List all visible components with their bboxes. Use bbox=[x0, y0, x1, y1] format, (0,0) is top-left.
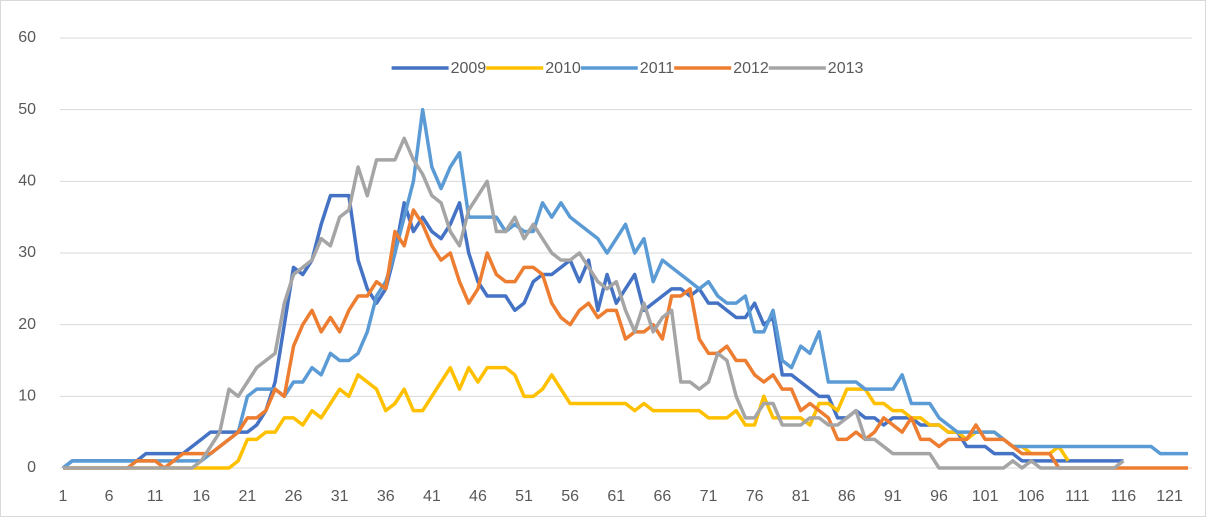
legend-label: 2011 bbox=[640, 60, 675, 77]
y-tick-label: 20 bbox=[18, 316, 36, 333]
x-tick-label: 6 bbox=[105, 488, 114, 505]
x-tick-label: 111 bbox=[1065, 488, 1089, 505]
x-tick-label: 16 bbox=[192, 488, 210, 505]
x-tick-label: 11 bbox=[147, 488, 164, 505]
x-tick-label: 21 bbox=[239, 488, 257, 505]
x-tick-label: 31 bbox=[331, 488, 349, 505]
x-tick-label: 61 bbox=[607, 488, 625, 505]
y-tick-label: 10 bbox=[18, 388, 36, 405]
x-tick-label: 46 bbox=[469, 488, 487, 505]
x-tick-label: 86 bbox=[838, 488, 856, 505]
legend-label: 2013 bbox=[828, 60, 864, 77]
legend-label: 2012 bbox=[733, 60, 769, 77]
y-tick-label: 0 bbox=[27, 459, 36, 476]
y-tick-label: 50 bbox=[18, 101, 36, 118]
x-tick-label: 26 bbox=[285, 488, 303, 505]
x-tick-label: 81 bbox=[792, 488, 810, 505]
series-line bbox=[63, 208, 1188, 470]
series-line bbox=[61, 107, 1188, 470]
x-tick-label: 66 bbox=[653, 488, 671, 505]
x-tick-label: 56 bbox=[561, 488, 579, 505]
series-line bbox=[63, 136, 1125, 470]
x-tick-label: 36 bbox=[377, 488, 395, 505]
x-tick-label: 91 bbox=[884, 488, 902, 505]
x-tick-label: 51 bbox=[515, 488, 533, 505]
legend-label: 2010 bbox=[545, 60, 581, 77]
y-tick-label: 60 bbox=[18, 29, 36, 46]
x-tick-label: 71 bbox=[700, 488, 718, 505]
y-tick-label: 40 bbox=[18, 173, 36, 190]
x-tick-label: 116 bbox=[1111, 488, 1137, 505]
x-tick-label: 101 bbox=[972, 488, 999, 505]
x-tick-label: 76 bbox=[746, 488, 764, 505]
legend-label: 2009 bbox=[451, 60, 487, 77]
x-tick-label: 96 bbox=[930, 488, 948, 505]
x-tick-label: 121 bbox=[1156, 488, 1183, 505]
x-tick-label: 41 bbox=[423, 488, 441, 505]
series-line bbox=[63, 365, 1070, 470]
x-tick-label: 1 bbox=[59, 488, 68, 505]
y-tick-label: 30 bbox=[18, 244, 36, 261]
x-tick-label: 106 bbox=[1018, 488, 1045, 505]
